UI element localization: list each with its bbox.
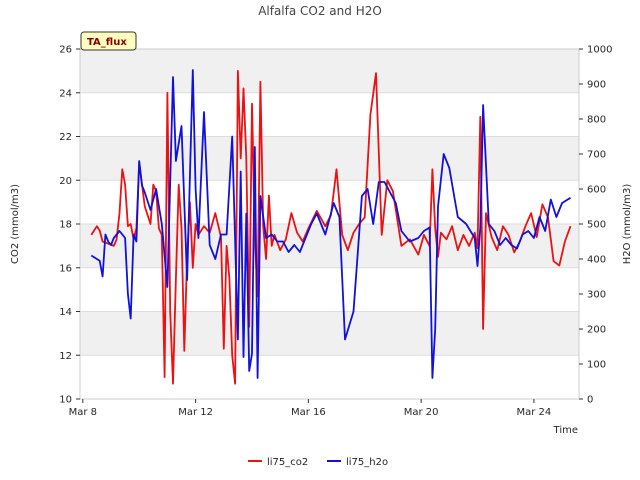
left-y-tick-label: 12 — [59, 351, 72, 362]
left-y-axis: 10 12 14 16 18 20 22 24 26 — [59, 45, 80, 406]
x-tick-label: Mar 24 — [517, 407, 552, 418]
left-y-tick-label: 26 — [59, 45, 72, 56]
right-y-tick-label: 200 — [587, 325, 606, 336]
chart-title: Alfalfa CO2 and H2O — [258, 4, 382, 18]
left-y-tick-label: 14 — [59, 307, 72, 318]
right-y-axis: 0 100 200 300 400 500 600 700 800 900 1000 — [579, 45, 612, 406]
left-y-tick-label: 10 — [59, 395, 72, 406]
ta-flux-badge: TA_flux — [80, 31, 137, 51]
series-lines — [90, 69, 572, 385]
right-y-tick-label: 300 — [587, 290, 606, 301]
right-y-tick-label: 1000 — [587, 45, 612, 56]
x-tick-label: Mar 8 — [69, 407, 97, 418]
svg-text:TA_flux: TA_flux — [87, 37, 127, 48]
legend: li75_co2 li75_h2o — [248, 457, 388, 468]
left-y-tick-label: 20 — [59, 176, 72, 187]
background-band — [80, 224, 579, 268]
x-axis-title: Time — [553, 425, 578, 436]
background-band — [80, 136, 579, 181]
series-line-li75_co2 — [90, 70, 572, 385]
right-y-tick-label: 600 — [587, 185, 606, 196]
background-band — [80, 311, 579, 356]
series-line-li75_h2o — [90, 69, 571, 379]
left-y-axis-title: CO2 (mmol/m3) — [10, 184, 21, 264]
x-axis: Mar 8 Mar 12 Mar 16 Mar 20 Mar 24 — [69, 399, 552, 418]
left-y-tick-label: 22 — [59, 132, 72, 143]
right-y-tick-label: 500 — [587, 220, 606, 231]
legend-item-h2o: li75_h2o — [327, 457, 388, 468]
left-y-tick-label: 24 — [59, 88, 72, 99]
right-y-tick-label: 900 — [587, 80, 606, 91]
right-y-tick-label: 100 — [587, 360, 606, 371]
x-tick-label: Mar 16 — [291, 407, 326, 418]
right-y-tick-label: 700 — [587, 150, 606, 161]
left-y-tick-label: 18 — [59, 220, 72, 231]
legend-label-co2: li75_co2 — [267, 457, 308, 468]
legend-label-h2o: li75_h2o — [346, 457, 388, 468]
x-tick-label: Mar 12 — [178, 407, 213, 418]
right-y-tick-label: 0 — [587, 395, 593, 406]
right-y-tick-label: 400 — [587, 255, 606, 266]
background-bands — [80, 49, 579, 356]
right-y-axis-title: H2O (mmol/m3) — [622, 184, 633, 265]
x-tick-label: Mar 20 — [404, 407, 439, 418]
left-y-tick-label: 16 — [59, 263, 72, 274]
right-y-tick-label: 800 — [587, 115, 606, 126]
legend-item-co2: li75_co2 — [248, 457, 308, 468]
background-band — [80, 49, 579, 93]
